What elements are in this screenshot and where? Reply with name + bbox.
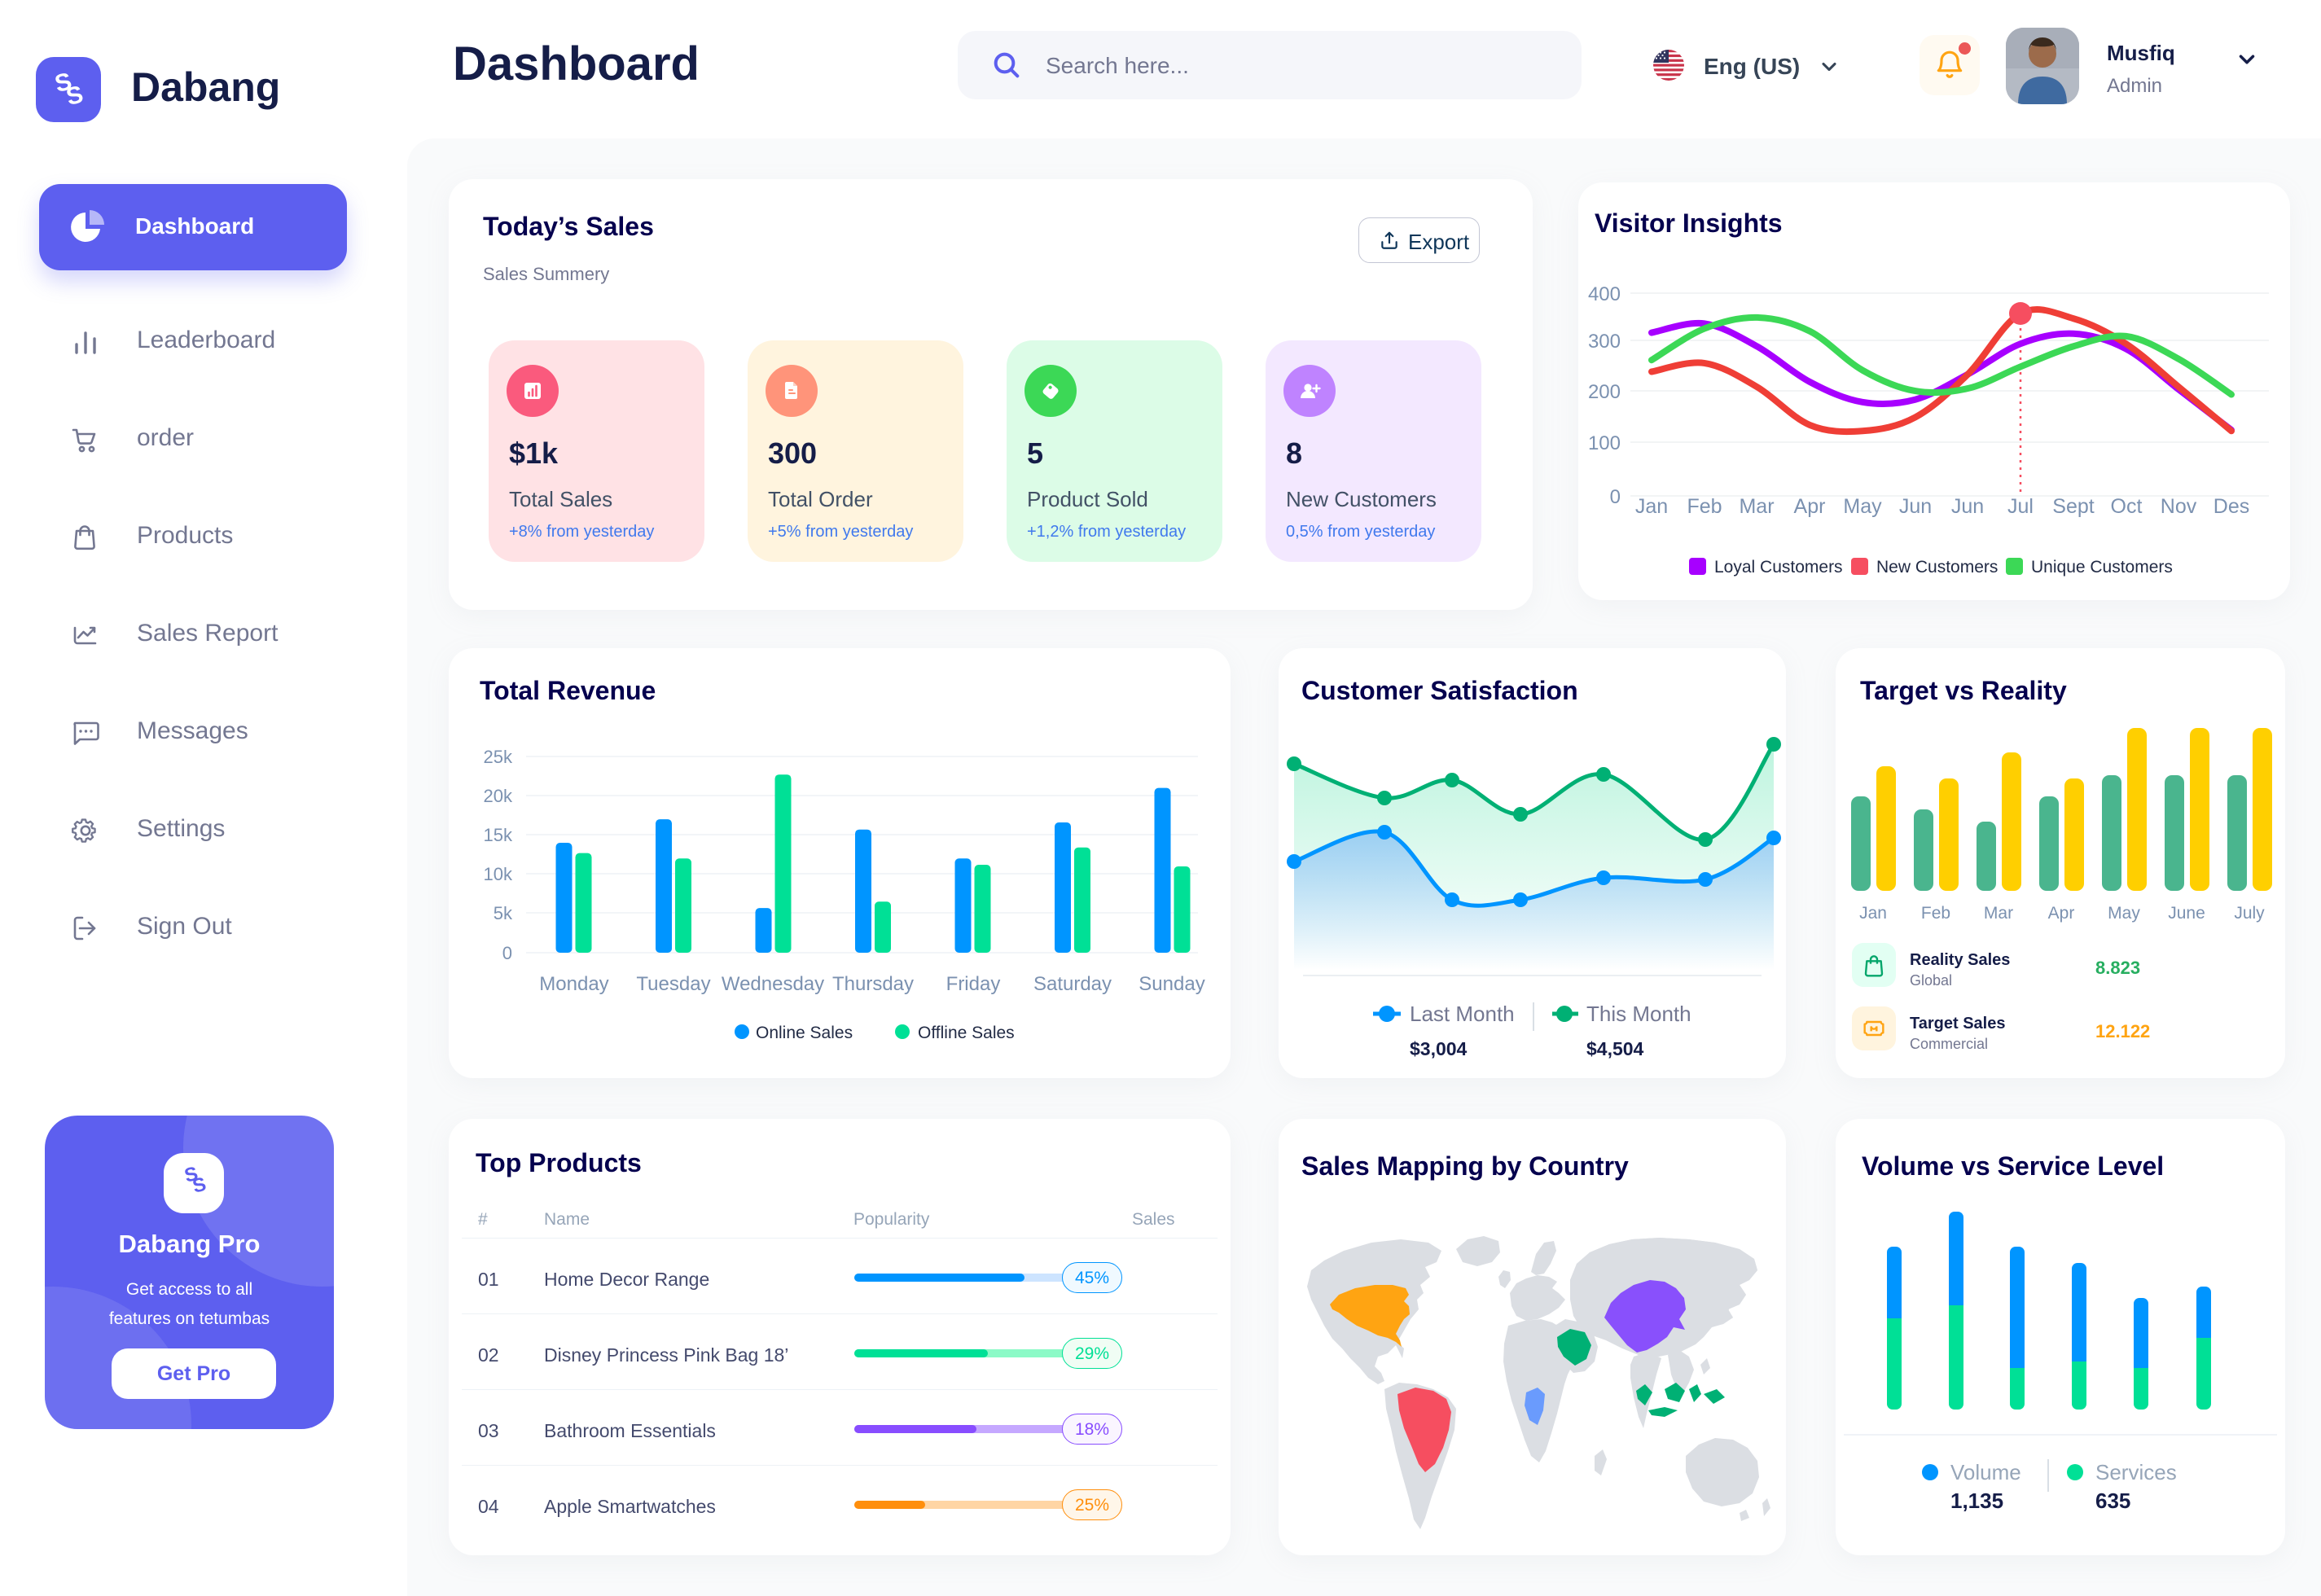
svg-text:Last Month: Last Month — [1410, 1002, 1515, 1026]
svg-text:1,135: 1,135 — [1950, 1489, 2003, 1513]
svg-text:Mar: Mar — [1984, 904, 2013, 923]
svg-text:Tuesday: Tuesday — [636, 973, 710, 995]
svg-text:Saturday: Saturday — [1033, 973, 1112, 995]
svg-text:12.122: 12.122 — [2095, 1021, 2150, 1041]
svg-text:New Customers: New Customers — [1876, 558, 1998, 577]
svg-text:May: May — [1843, 495, 1882, 518]
svg-text:Sept: Sept — [2052, 495, 2094, 518]
svg-text:Jan: Jan — [1859, 904, 1887, 923]
svg-text:$4,504: $4,504 — [1586, 1038, 1644, 1059]
svg-text:Feb: Feb — [1687, 495, 1722, 518]
svg-text:8.823: 8.823 — [2095, 958, 2140, 978]
svg-text:Offline Sales: Offline Sales — [918, 1024, 1015, 1042]
svg-text:June: June — [2168, 904, 2205, 923]
svg-text:Online Sales: Online Sales — [756, 1024, 853, 1042]
svg-text:Target Sales: Target Sales — [1910, 1015, 2005, 1033]
svg-text:Jul: Jul — [2007, 495, 2034, 518]
svg-text:300: 300 — [1588, 331, 1621, 353]
svg-text:Thursday: Thursday — [832, 973, 914, 995]
svg-text:Loyal Customers: Loyal Customers — [1714, 558, 1843, 577]
svg-text:Sunday: Sunday — [1139, 973, 1204, 995]
svg-text:Des: Des — [2214, 495, 2249, 518]
svg-text:S: S — [64, 81, 86, 111]
svg-text:Nov: Nov — [2161, 495, 2197, 518]
svg-text:Monday: Monday — [539, 973, 608, 995]
svg-text:20k: 20k — [484, 786, 513, 806]
svg-text:Apr: Apr — [2048, 904, 2075, 923]
svg-text:Jun: Jun — [1899, 495, 1932, 518]
svg-text:Volume: Volume — [1950, 1460, 2021, 1484]
svg-text:$3,004: $3,004 — [1410, 1038, 1468, 1059]
svg-text:Unique Customers: Unique Customers — [2031, 558, 2173, 577]
svg-text:Commercial: Commercial — [1910, 1036, 1988, 1052]
svg-text:0: 0 — [1610, 486, 1621, 508]
svg-text:Services: Services — [2095, 1460, 2177, 1484]
svg-text:This Month: This Month — [1586, 1002, 1691, 1026]
svg-text:5k: 5k — [494, 903, 513, 923]
svg-text:Apr: Apr — [1794, 495, 1826, 518]
svg-text:Feb: Feb — [1921, 904, 1950, 923]
svg-text:Mar: Mar — [1739, 495, 1774, 518]
svg-text:S: S — [182, 1163, 200, 1187]
svg-text:Global: Global — [1910, 972, 1952, 989]
svg-text:200: 200 — [1588, 381, 1621, 403]
svg-text:Wednesday: Wednesday — [722, 973, 824, 995]
svg-text:25k: 25k — [484, 747, 513, 767]
svg-text:July: July — [2234, 904, 2265, 923]
svg-text:Reality Sales: Reality Sales — [1910, 951, 2010, 969]
svg-text:100: 100 — [1588, 432, 1621, 454]
svg-text:635: 635 — [2095, 1489, 2130, 1513]
svg-text:Jan: Jan — [1635, 495, 1668, 518]
svg-text:0: 0 — [502, 943, 512, 963]
svg-text:400: 400 — [1588, 283, 1621, 305]
svg-text:Friday: Friday — [946, 973, 1001, 995]
svg-text:Oct: Oct — [2111, 495, 2143, 518]
svg-text:May: May — [2108, 904, 2140, 923]
svg-text:S: S — [191, 1173, 208, 1198]
svg-text:Jun: Jun — [1951, 495, 1984, 518]
svg-text:15k: 15k — [484, 825, 513, 845]
svg-text:10k: 10k — [484, 864, 513, 884]
